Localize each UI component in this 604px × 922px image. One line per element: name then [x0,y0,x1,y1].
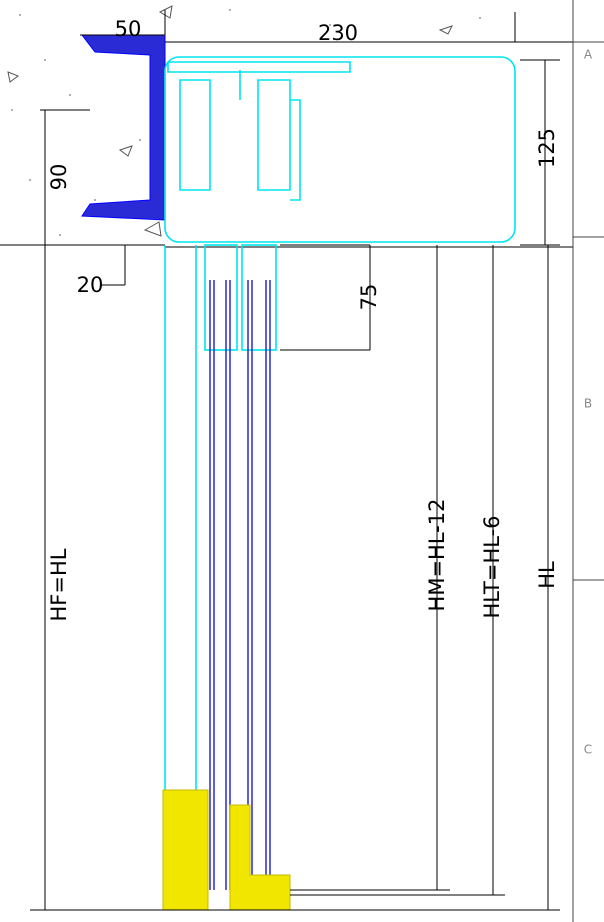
zone-ticks [573,41,604,581]
lower-track [204,244,238,351]
track-profile [167,61,351,201]
dimension-label: HLT=HL-6 [480,515,504,618]
dimension-label: 125 [535,128,559,168]
dimension-label: HM=HL-12 [425,499,449,612]
dimension-label: HL [535,561,559,589]
dimension-label: 50 [115,17,142,41]
glass-panels [209,280,271,890]
lower-track [241,244,277,351]
dimension-lines [30,10,560,911]
dimension-label: 75 [357,284,381,311]
zone-label: B [584,397,592,411]
dimension-label: 230 [318,21,358,45]
concrete [7,5,481,237]
zone-label: A [584,48,593,62]
dimension-label: 20 [77,273,104,297]
zone-label: C [584,743,592,757]
dimension-label: 90 [47,164,71,191]
track-box [164,56,516,243]
dimension-label: HF=HL [47,548,71,621]
steel-beam [80,34,166,221]
